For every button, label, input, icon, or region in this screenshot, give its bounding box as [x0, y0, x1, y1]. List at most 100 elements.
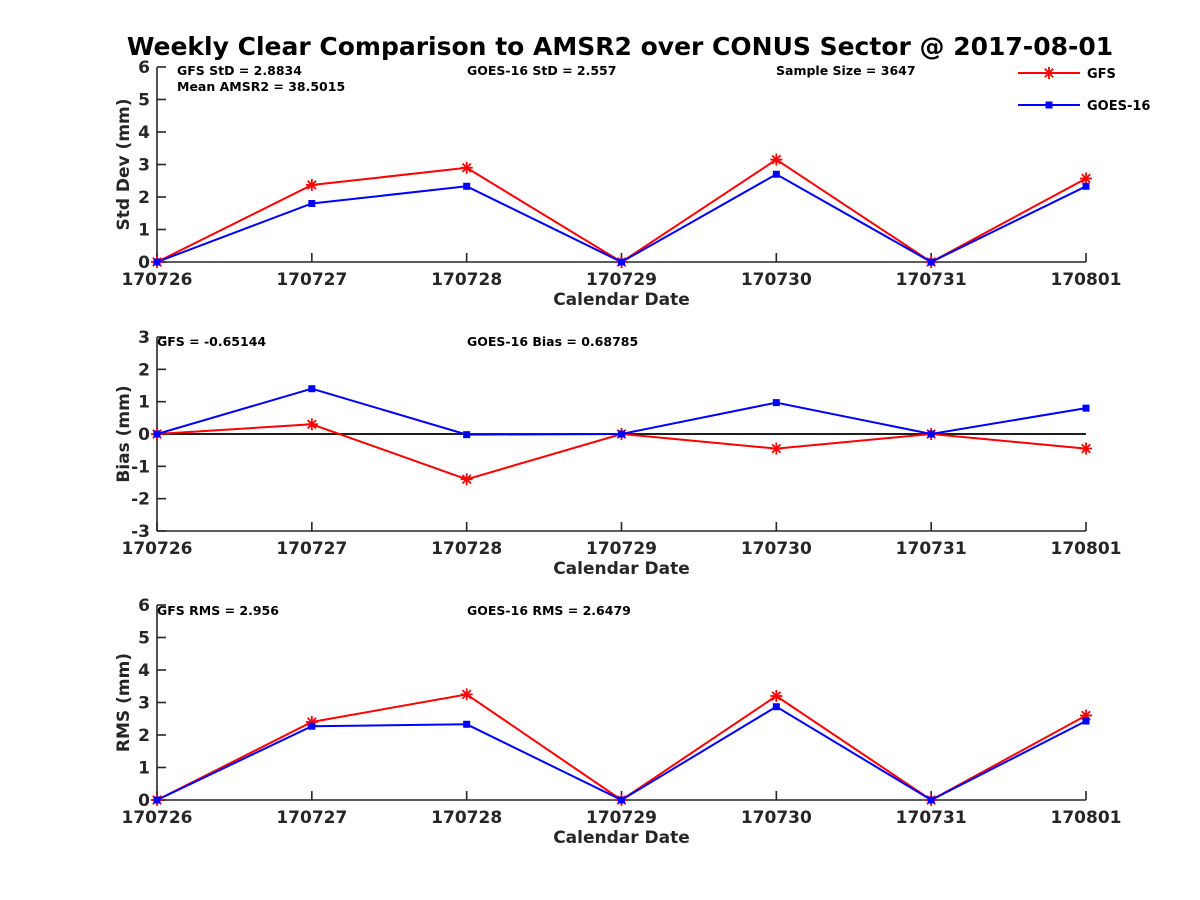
- data-point: [1082, 182, 1090, 190]
- chart-title: Weekly Clear Comparison to AMSR2 over CO…: [127, 32, 1113, 61]
- data-point: [460, 473, 473, 486]
- y-tick-label: 6: [138, 58, 150, 78]
- y-tick-label: -1: [131, 457, 150, 477]
- y-tick-label: -3: [131, 522, 150, 542]
- stat-annotation: GOES-16 Bias = 0.68785: [467, 334, 638, 349]
- legend-entry-goes-16: GOES-16: [1018, 99, 1150, 114]
- y-axis-label: Std Dev (mm): [114, 98, 134, 230]
- stat-annotation: GOES-16 RMS = 2.6479: [467, 603, 631, 618]
- data-point: [772, 170, 780, 178]
- data-point: [153, 258, 161, 266]
- x-tick-label: 170728: [431, 808, 502, 828]
- data-point: [770, 442, 783, 455]
- legend-marker: [1043, 67, 1055, 79]
- x-tick-label: 170726: [122, 270, 193, 290]
- series-line: [156, 693, 1087, 802]
- x-axis-label: Calendar Date: [553, 828, 690, 848]
- stat-annotation: GFS RMS = 2.956: [157, 603, 279, 618]
- data-point: [772, 399, 780, 407]
- x-tick-label: 170731: [896, 539, 967, 559]
- x-axis-label: Calendar Date: [553, 559, 690, 579]
- data-point: [305, 418, 318, 431]
- data-point: [927, 258, 935, 266]
- stat-annotation: Mean AMSR2 = 38.5015: [177, 79, 345, 94]
- series-line: [156, 158, 1087, 264]
- y-tick-label: 5: [138, 629, 150, 649]
- y-tick-label: 4: [138, 661, 150, 681]
- legend-entry-gfs: GFS: [1018, 67, 1116, 82]
- panels: 0 1 2 3 4 5 6 170726 170727 170728 170729 170730 170…: [114, 58, 1121, 848]
- y-tick-label: 3: [138, 694, 150, 714]
- legend: GFS GOES-16: [1018, 67, 1150, 114]
- data-point: [463, 431, 471, 439]
- x-axis-label: Calendar Date: [553, 290, 690, 310]
- x-tick-label: 170728: [431, 539, 502, 559]
- y-tick-label: 1: [138, 393, 150, 413]
- series-line: [156, 387, 1087, 436]
- y-tick-label: 5: [138, 91, 150, 111]
- x-tick-label: 170801: [1051, 270, 1122, 290]
- stat-annotation: GFS = -0.65144: [157, 334, 266, 349]
- data-point: [153, 430, 161, 438]
- data-point: [463, 720, 471, 728]
- y-tick-label: 2: [138, 360, 150, 380]
- x-tick-label: 170729: [586, 270, 657, 290]
- y-tick-label: 2: [138, 188, 150, 208]
- data-point: [308, 722, 316, 730]
- data-point: [618, 430, 625, 438]
- data-point: [770, 153, 783, 166]
- legend-marker: [1045, 101, 1053, 109]
- x-tick-label: 170731: [896, 808, 967, 828]
- data-point: [305, 178, 318, 191]
- y-tick-label: 0: [138, 425, 150, 445]
- data-point: [308, 200, 316, 207]
- panel-1: 0 1 2 3 4 5 6 170726 170727 170728 170729 170730 170…: [114, 58, 1121, 310]
- data-point: [463, 182, 471, 190]
- x-tick-label: 170730: [741, 808, 812, 828]
- data-point: [1082, 404, 1090, 412]
- data-point: [772, 703, 780, 711]
- data-point: [460, 688, 473, 701]
- y-tick-label: 6: [138, 596, 150, 616]
- x-tick-label: 170730: [741, 270, 812, 290]
- series-gfs: [151, 418, 1092, 486]
- y-tick-label: 3: [138, 328, 150, 348]
- y-tick-label: 4: [138, 123, 150, 143]
- y-axis-label: Bias (mm): [114, 385, 134, 482]
- series-line: [156, 705, 1087, 802]
- stat-annotation: GFS StD = 2.8834: [177, 63, 302, 78]
- y-tick-label: 1: [138, 759, 150, 779]
- y-axis-label: RMS (mm): [114, 653, 134, 752]
- data-point: [308, 385, 316, 393]
- data-point: [1080, 172, 1092, 185]
- x-tick-label: 170726: [122, 808, 193, 828]
- stat-annotation: Sample Size = 3647: [776, 63, 916, 78]
- y-tick-label: 2: [138, 726, 150, 746]
- y-tick-label: 3: [138, 156, 150, 176]
- legend-label: GOES-16: [1087, 99, 1150, 114]
- y-tick-label: 0: [138, 791, 150, 811]
- panel-3: 0 1 2 3 4 5 6 170726 170727 170728 170729 170730 170…: [114, 596, 1121, 848]
- series-line: [156, 173, 1087, 264]
- data-point: [927, 796, 935, 804]
- series-goes-16: [153, 170, 1090, 266]
- x-tick-label: 170731: [896, 270, 967, 290]
- data-point: [770, 690, 783, 702]
- legend-label: GFS: [1087, 67, 1116, 82]
- x-tick-label: 170728: [431, 270, 502, 290]
- data-point: [927, 430, 935, 438]
- data-point: [618, 796, 625, 804]
- x-tick-label: 170730: [741, 539, 812, 559]
- x-tick-label: 170801: [1051, 539, 1122, 559]
- data-point: [1082, 717, 1090, 725]
- y-tick-label: 0: [138, 253, 150, 273]
- panel-2: -3 -2 -1 0 1 2 3 170726 170727 170728 170729 170730…: [114, 328, 1121, 579]
- series-goes-16: [153, 385, 1090, 439]
- data-point: [460, 161, 473, 174]
- x-tick-label: 170727: [276, 808, 347, 828]
- data-point: [153, 796, 161, 804]
- stat-annotation: GOES-16 StD = 2.557: [467, 63, 616, 78]
- x-tick-label: 170726: [122, 539, 193, 559]
- data-point: [618, 258, 625, 266]
